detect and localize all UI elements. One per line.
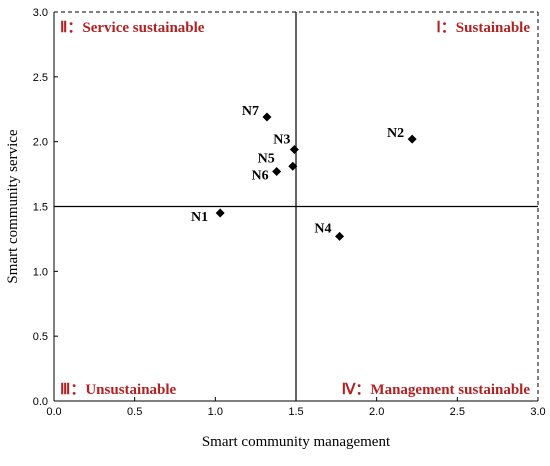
y-tick-label: 0.0 [33,396,48,408]
x-tick-label: 0.0 [46,406,61,418]
reference-lines [54,12,538,401]
data-point-n7 [262,112,272,122]
y-tick-label: 2.0 [33,137,48,149]
y-tick-label: 1.5 [33,202,48,214]
x-tick-label: 0.5 [127,406,142,418]
x-tick-label: 1.5 [288,406,303,418]
data-point-n3 [289,144,299,154]
point-label-n7: N7 [242,104,259,119]
quadrant-label-i: Ⅰ：Sustainable [436,20,530,36]
quadrant-label-ii: Ⅱ：Service sustainable [60,20,205,36]
data-points: N1 N2 N3 N4 N5 N6 N7 [191,104,417,241]
quadrant-labels: Ⅱ：Service sustainable Ⅰ：Sustainable Ⅲ：Unsu… [60,20,530,398]
data-point-n5 [288,161,298,171]
data-point-n4 [335,231,345,241]
point-label-n2: N2 [387,126,404,141]
y-tick-label: 0.5 [33,331,48,343]
quadrant-label-iv: Ⅳ：Management sustainable [342,382,531,398]
point-label-n3: N3 [273,132,290,147]
point-label-n6: N6 [252,168,269,183]
data-point-n2 [407,134,417,144]
x-tick-label: 2.5 [450,406,465,418]
point-label-n1: N1 [191,210,208,225]
x-tick-label: 1.0 [208,406,223,418]
y-axis-title: Smart community service [5,129,21,283]
axis-ticks: 0.0 0.5 1.0 1.5 2.0 2.5 3.0 0.0 0.5 1.0 1.5 2.0 2.5 3… [33,7,546,418]
data-point-n1 [215,208,225,218]
y-tick-label: 1.0 [33,266,48,278]
point-label-n4: N4 [314,221,331,236]
data-point-n6 [272,166,282,176]
x-axis-title: Smart community management [202,434,391,450]
x-tick-label: 2.0 [369,406,384,418]
quadrant-label-iii: Ⅲ：Unsustainable [60,382,177,398]
y-tick-label: 3.0 [33,7,48,19]
point-label-n5: N5 [258,151,275,166]
y-tick-label: 2.5 [33,72,48,84]
x-tick-label: 3.0 [530,406,545,418]
